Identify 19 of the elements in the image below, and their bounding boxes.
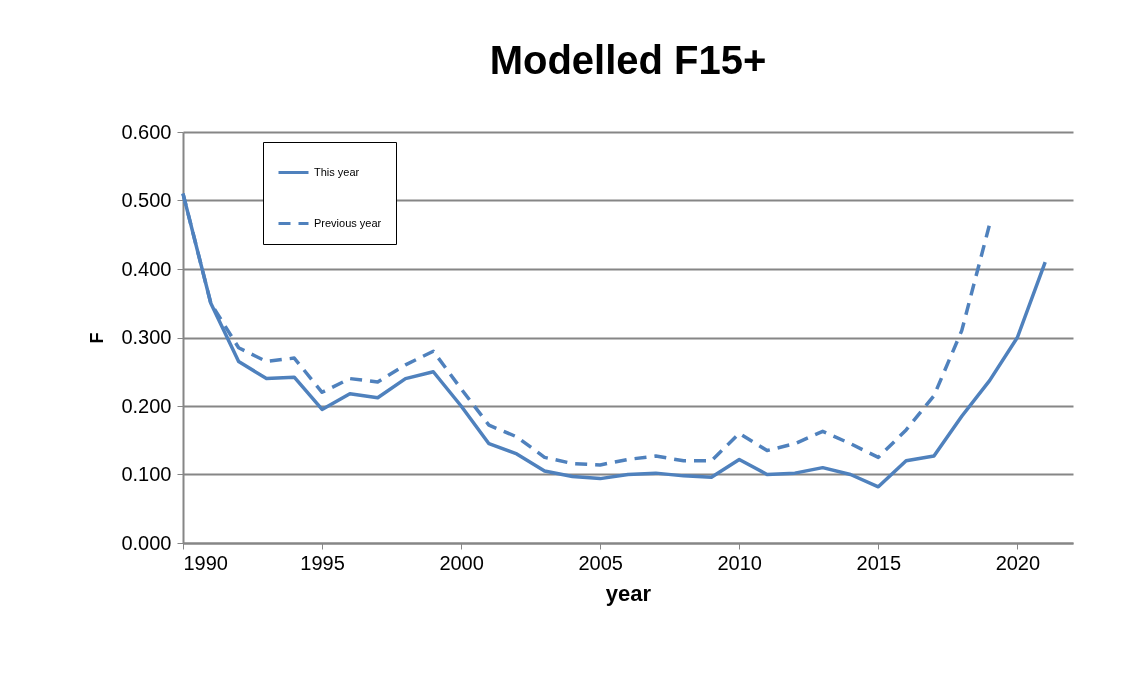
y-tick-label: 0.600 xyxy=(121,120,172,143)
x-tick-label: 1995 xyxy=(300,551,345,574)
x-tick-label: 2005 xyxy=(578,551,623,574)
y-tick-label: 0.400 xyxy=(121,257,172,280)
x-axis-title: year xyxy=(605,580,652,606)
x-tick-label: 2000 xyxy=(439,551,484,574)
y-tick-label: 0.100 xyxy=(121,463,172,485)
y-tick-label: 0.200 xyxy=(121,394,172,417)
chart-title: Modelled F15+ xyxy=(489,38,767,82)
legend-label: This year xyxy=(314,165,360,178)
legend-label: Previous year xyxy=(314,216,382,229)
y-tick-label: 0.500 xyxy=(121,189,172,211)
x-tick-label: 2020 xyxy=(995,551,1041,574)
y-tick-label: 0.300 xyxy=(121,326,172,348)
y-tick-label: 0.000 xyxy=(121,531,172,554)
x-tick-label: 2015 xyxy=(856,551,902,574)
x-tick-label: 1990 xyxy=(183,551,228,574)
y-axis-title: F xyxy=(87,332,108,344)
x-tick-label: 2010 xyxy=(717,551,762,574)
